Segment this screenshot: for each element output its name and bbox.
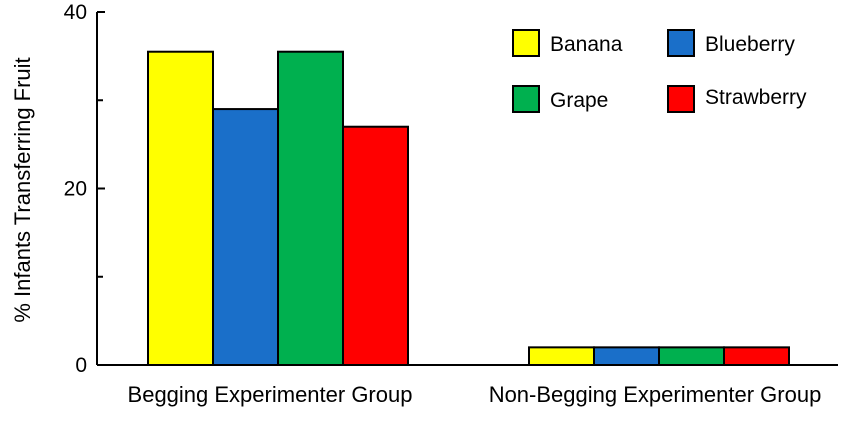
bar-strawberry <box>342 125 409 366</box>
axes-layer: 0 20 40 Begging Experimenter Group Non-Beggi… <box>64 1 838 407</box>
legend-label: Strawberry <box>705 86 807 109</box>
bar-strawberry <box>723 346 790 367</box>
bar-banana <box>147 50 214 367</box>
legend-item-blueberry: Blueberry <box>667 29 795 57</box>
bar-grape <box>277 50 344 367</box>
bar-banana <box>528 346 595 367</box>
bar-blueberry <box>593 346 660 367</box>
x-category-label: Non-Begging Experimenter Group <box>489 382 822 407</box>
y-axis-title: % Infants Transferring Fruit <box>10 57 35 322</box>
legend-label: Grape <box>550 89 608 112</box>
y-tick-label: 40 <box>64 1 87 24</box>
legend-swatch <box>512 85 540 113</box>
bars-layer <box>147 50 790 367</box>
legend-label: Banana <box>550 33 623 56</box>
legend-item-grape: Grape <box>512 85 608 113</box>
bar-blueberry <box>212 108 279 366</box>
y-tick-label: 20 <box>64 178 87 201</box>
bar-grape <box>658 346 725 367</box>
legend-label: Blueberry <box>705 33 795 56</box>
legend-swatch <box>512 29 540 57</box>
legend-swatch <box>667 85 695 113</box>
legend: Banana Blueberry Grape Strawberry <box>512 29 807 113</box>
x-category-label: Begging Experimenter Group <box>128 382 413 407</box>
legend-item-strawberry: Strawberry <box>667 85 807 113</box>
legend-item-banana: Banana <box>512 29 623 57</box>
y-tick-label: 0 <box>75 354 87 377</box>
legend-swatch <box>667 29 695 57</box>
